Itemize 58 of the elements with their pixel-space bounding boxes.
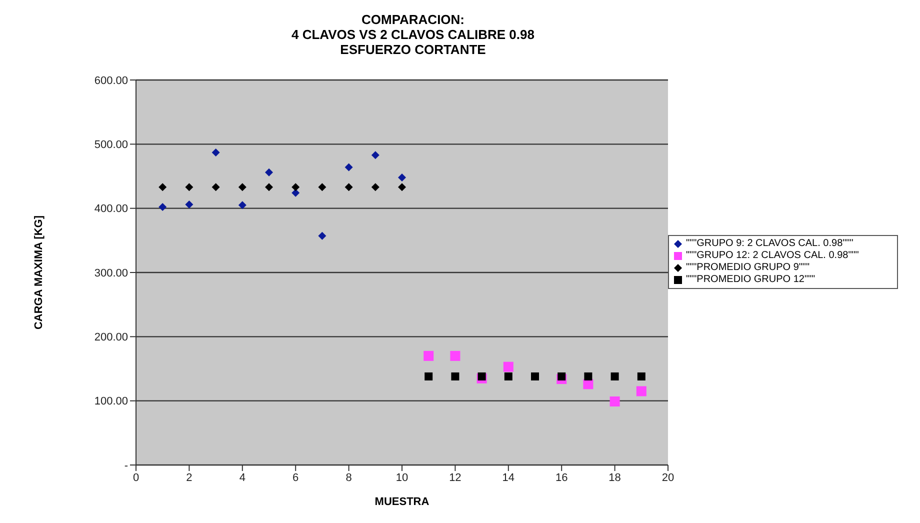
x-tick-label: 0 <box>132 472 140 484</box>
y-tick-label: - <box>124 460 128 472</box>
legend-label: """PROMEDIO GRUPO 12""" <box>686 274 816 286</box>
point <box>398 174 406 182</box>
x-tick-label: 4 <box>239 472 246 484</box>
point <box>610 372 619 380</box>
point <box>371 151 380 160</box>
point <box>158 203 167 212</box>
point <box>424 350 434 361</box>
point <box>478 372 486 380</box>
x-tick-label: 10 <box>396 472 408 484</box>
point <box>265 183 273 192</box>
point <box>503 362 514 372</box>
point <box>504 372 512 380</box>
point <box>424 372 433 380</box>
legend-label: """GRUPO 12: 2 CLAVOS CAL. 0.98""" <box>686 250 859 262</box>
point <box>344 163 353 172</box>
point <box>238 201 246 210</box>
point <box>610 396 620 406</box>
point <box>265 168 273 176</box>
x-tick-label: 20 <box>662 472 674 484</box>
point <box>318 232 326 240</box>
y-tick-label: 200.00 <box>94 332 128 344</box>
y-tick-label: 100.00 <box>94 396 128 408</box>
x-tick-label: 18 <box>608 472 621 484</box>
point <box>371 183 380 192</box>
y-tick-label: 400.00 <box>94 203 128 216</box>
point <box>212 183 220 192</box>
point <box>212 148 220 157</box>
x-tick-label: 8 <box>346 472 352 484</box>
point <box>398 183 406 192</box>
y-tick-label: 500.00 <box>94 139 128 152</box>
point <box>584 372 592 380</box>
chart-title: COMPARACION: 4 CLAVOS VS 2 CLAVOS CALIBRE 0.98 ESFUERZO CORTANTE <box>290 12 536 57</box>
point <box>636 386 646 396</box>
x-axis-title: MUESTRA <box>374 496 430 508</box>
legend-label: """GRUPO 9: 2 CLAVOS CAL. 0.98""" <box>686 238 854 250</box>
point <box>158 183 167 192</box>
x-tick-label: 16 <box>555 472 568 484</box>
point <box>318 183 326 192</box>
x-tick-label: 14 <box>502 472 515 484</box>
point <box>344 183 353 192</box>
y-tick-label: 600.00 <box>94 74 128 87</box>
point <box>637 372 646 380</box>
x-tick-label: 12 <box>449 472 462 484</box>
point <box>292 183 300 192</box>
point <box>531 372 539 380</box>
point <box>238 183 246 192</box>
point <box>558 372 566 380</box>
x-tick-label: 6 <box>292 472 299 484</box>
x-tick-label: 2 <box>186 472 192 484</box>
point <box>451 372 460 380</box>
legend-label: """PROMEDIO GRUPO 9""" <box>686 262 810 274</box>
y-tick-label: 300.00 <box>94 267 128 280</box>
y-axis-title: CARGA MAXIMA [KG] <box>32 215 45 330</box>
point <box>185 200 194 208</box>
point <box>450 350 460 361</box>
point <box>185 183 194 192</box>
